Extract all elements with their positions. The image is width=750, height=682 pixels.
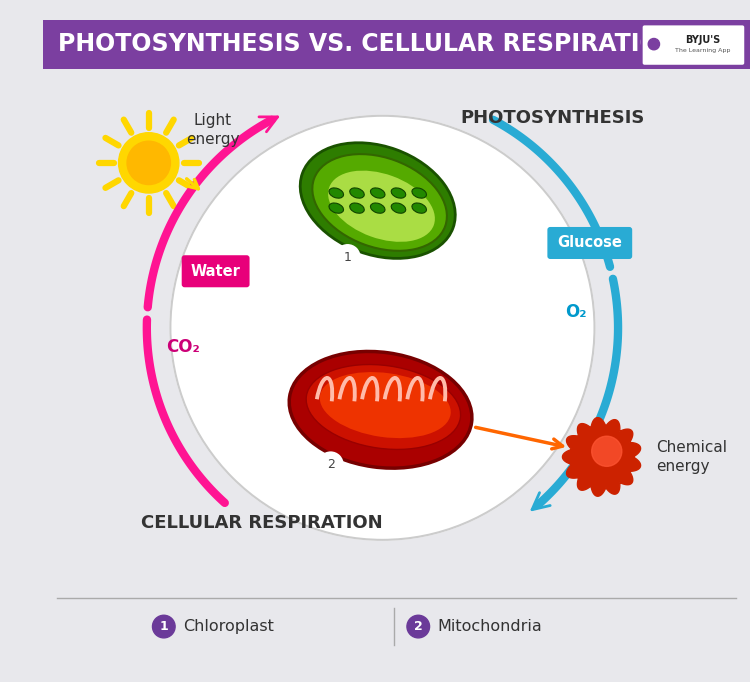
Text: Glucose: Glucose xyxy=(557,235,622,250)
Text: CELLULAR RESPIRATION: CELLULAR RESPIRATION xyxy=(141,514,382,532)
Text: O₂: O₂ xyxy=(565,303,586,321)
Text: 2: 2 xyxy=(327,458,334,471)
FancyBboxPatch shape xyxy=(641,25,746,65)
Circle shape xyxy=(407,615,430,638)
Text: CO₂: CO₂ xyxy=(166,338,200,355)
Text: Chemical
energy: Chemical energy xyxy=(656,440,727,474)
Text: PHOTOSYNTHESIS: PHOTOSYNTHESIS xyxy=(460,108,644,127)
Text: Chloroplast: Chloroplast xyxy=(183,619,274,634)
Ellipse shape xyxy=(412,188,427,198)
Ellipse shape xyxy=(412,203,427,213)
Text: Light
energy: Light energy xyxy=(186,113,239,147)
Ellipse shape xyxy=(306,364,460,449)
Ellipse shape xyxy=(300,143,455,258)
Circle shape xyxy=(335,245,360,269)
Text: 2: 2 xyxy=(414,620,423,633)
Circle shape xyxy=(152,615,175,638)
Ellipse shape xyxy=(370,188,385,198)
Ellipse shape xyxy=(328,170,435,242)
Circle shape xyxy=(592,436,622,466)
FancyBboxPatch shape xyxy=(182,255,250,287)
Circle shape xyxy=(318,452,343,477)
FancyBboxPatch shape xyxy=(44,20,750,69)
Ellipse shape xyxy=(329,203,344,213)
Circle shape xyxy=(648,38,659,50)
Ellipse shape xyxy=(350,203,364,213)
Circle shape xyxy=(170,116,595,540)
Text: Mitochondria: Mitochondria xyxy=(437,619,542,634)
Circle shape xyxy=(118,133,179,193)
Ellipse shape xyxy=(392,203,406,213)
Ellipse shape xyxy=(312,154,447,251)
FancyBboxPatch shape xyxy=(548,227,632,259)
Polygon shape xyxy=(562,417,640,496)
Text: PHOTOSYNTHESIS VS. CELLULAR RESPIRATION: PHOTOSYNTHESIS VS. CELLULAR RESPIRATION xyxy=(58,32,679,56)
Text: The Learning App: The Learning App xyxy=(675,48,730,53)
Ellipse shape xyxy=(329,188,344,198)
Text: 1: 1 xyxy=(160,620,168,633)
Text: Water: Water xyxy=(190,264,241,279)
Ellipse shape xyxy=(370,203,385,213)
Text: 1: 1 xyxy=(344,250,352,264)
Ellipse shape xyxy=(290,351,472,468)
Circle shape xyxy=(127,141,170,185)
Ellipse shape xyxy=(392,188,406,198)
Ellipse shape xyxy=(320,372,451,438)
Ellipse shape xyxy=(350,188,364,198)
Text: BYJU'S: BYJU'S xyxy=(686,35,721,46)
